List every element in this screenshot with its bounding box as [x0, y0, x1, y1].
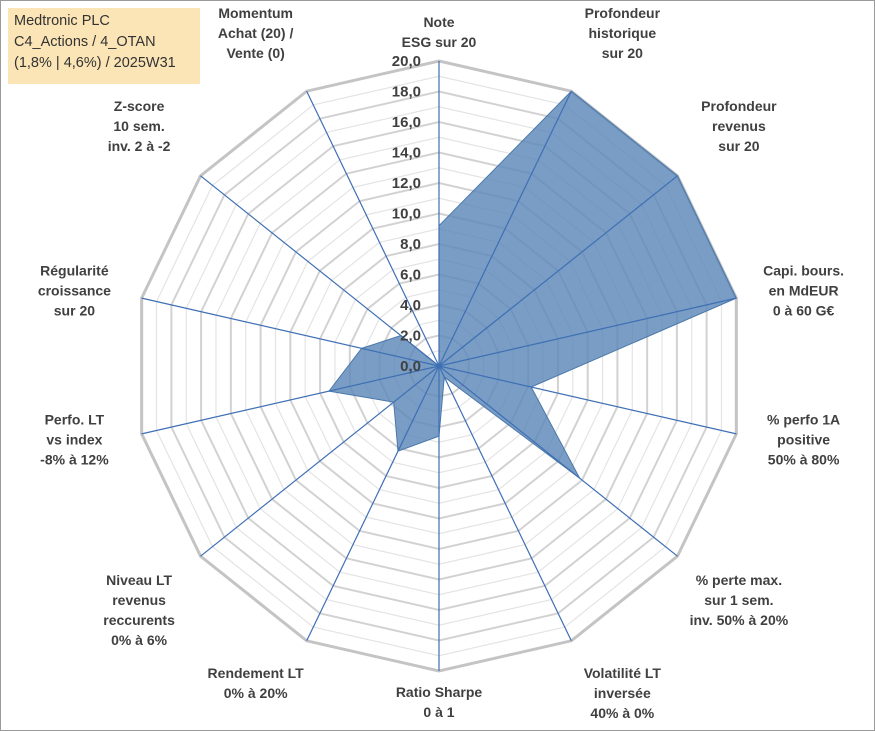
axis-label: Profondeur revenus sur 20: [701, 98, 777, 154]
axis-spoke: [438, 365, 678, 557]
axis-spoke: [200, 365, 440, 557]
axis-label-line: 0 à 60 G€: [773, 302, 835, 318]
axis-label-line: ESG sur 20: [402, 34, 477, 50]
axis-label: Note ESG sur 20: [402, 14, 477, 50]
axis-label: Momentum Achat (20) / Vente (0): [218, 5, 294, 61]
axis-label-line: Profondeur: [585, 5, 661, 21]
axis-label: Profondeur historique sur 20: [585, 5, 661, 61]
axis-label: Ratio Sharpe 0 à 1: [396, 684, 483, 720]
tick-label: 8,0: [400, 236, 421, 253]
axis-label-line: 40% à 0%: [590, 705, 654, 721]
axis-label-line: Achat (20) /: [218, 25, 294, 41]
axis-label-line: sur 20: [602, 45, 643, 61]
title-line-2: C4_Actions / 4_OTAN: [14, 34, 156, 50]
axis-label: Niveau LT revenus reccurents 0% à 6%: [103, 572, 175, 648]
tick-label: 2,0: [400, 328, 421, 345]
axis-spoke: [141, 297, 440, 367]
axis-label-line: sur 20: [718, 138, 759, 154]
axis-spoke: [141, 365, 440, 435]
axis-label-line: Rendement LT: [208, 665, 305, 681]
axis-spoke: [438, 175, 678, 367]
axis-label-line: 0% à 6%: [111, 632, 168, 648]
axis-spoke: [438, 365, 737, 435]
axis-label-line: vs index: [46, 432, 102, 448]
tick-label: 14,0: [392, 145, 421, 162]
tick-label: 0,0: [400, 358, 421, 375]
axis-spoke: [200, 175, 440, 367]
axis-label: Volatilité LT inversée 40% à 0%: [584, 665, 662, 721]
axis-label: Régularité croissance sur 20: [38, 262, 111, 318]
axis-label-line: sur 1 sem.: [704, 592, 773, 608]
tick-labels: 0,0 2,0 4,0 6,0 8,0 10,0 12,0 14,0 16,0 18,0 20,0: [392, 53, 421, 375]
axis-label-line: % perte max.: [696, 572, 782, 588]
axis-label-line: reccurents: [103, 612, 175, 628]
tick-label: 12,0: [392, 175, 421, 192]
axis-label-line: Z-score: [114, 98, 165, 114]
title-line-1: Medtronic PLC: [14, 13, 110, 29]
axis-label-line: revenus: [112, 592, 166, 608]
axis-spoke: [306, 90, 440, 367]
axis-label-line: 0% à 20%: [224, 685, 288, 701]
axis-layer: [141, 61, 737, 671]
axis-labels: Note ESG sur 20 Profondeur historique sur 20…: [38, 5, 844, 721]
chart-title-box: Medtronic PLC C4_Actions / 4_OTAN (1,8% …: [8, 8, 200, 84]
axis-label-line: historique: [589, 25, 657, 41]
axis-label: Capi. bours. en MdEUR 0 à 60 G€: [763, 262, 844, 318]
axis-spoke: [438, 365, 572, 642]
axis-label-line: Ratio Sharpe: [396, 684, 483, 700]
axis-label-line: Volatilité LT: [584, 665, 662, 681]
axis-label: Z-score 10 sem. inv. 2 à -2: [108, 98, 171, 154]
axis-label-line: -8% à 12%: [40, 452, 109, 468]
axis-label-line: Capi. bours.: [763, 262, 844, 278]
axis-label-line: 0 à 1: [423, 704, 454, 720]
axis-label: % perte max. sur 1 sem. inv. 50% à 20%: [690, 572, 789, 628]
axis-label-line: Vente (0): [226, 45, 284, 61]
axis-label: % perfo 1A positive 50% à 80%: [767, 412, 840, 468]
tick-label: 20,0: [392, 53, 421, 70]
title-line-3: (1,8% | 4,6%) / 2025W31: [14, 55, 176, 71]
tick-label: 10,0: [392, 206, 421, 223]
axis-label-line: Perfo. LT: [45, 412, 105, 428]
axis-spoke: [438, 90, 572, 367]
tick-label: 18,0: [392, 84, 421, 101]
axis-label-line: inversée: [594, 685, 651, 701]
tick-label: 16,0: [392, 114, 421, 131]
axis-label-line: Régularité: [40, 262, 109, 278]
tick-label: 4,0: [400, 297, 421, 314]
axis-label-line: revenus: [712, 118, 766, 134]
axis-label-line: inv. 2 à -2: [108, 138, 171, 154]
axis-label-line: Profondeur: [701, 98, 777, 114]
axis-label-line: % perfo 1A: [767, 412, 840, 428]
axis-label: Perfo. LT vs index -8% à 12%: [40, 412, 109, 468]
axis-spoke: [306, 365, 440, 642]
axis-label-line: inv. 50% à 20%: [690, 612, 789, 628]
axis-spoke: [438, 297, 737, 367]
axis-label-line: 50% à 80%: [768, 452, 840, 468]
axis-label-line: sur 20: [54, 302, 95, 318]
axis-label-line: Momentum: [218, 5, 293, 21]
axis-label-line: positive: [777, 432, 830, 448]
axis-label-line: croissance: [38, 282, 111, 298]
tick-label: 6,0: [400, 267, 421, 284]
axis-label-line: en MdEUR: [769, 282, 839, 298]
axis-label: Rendement LT 0% à 20%: [208, 665, 305, 701]
axis-label-line: Niveau LT: [106, 572, 172, 588]
axis-label-line: 10 sem.: [113, 118, 164, 134]
axis-label-line: Note: [423, 14, 454, 30]
